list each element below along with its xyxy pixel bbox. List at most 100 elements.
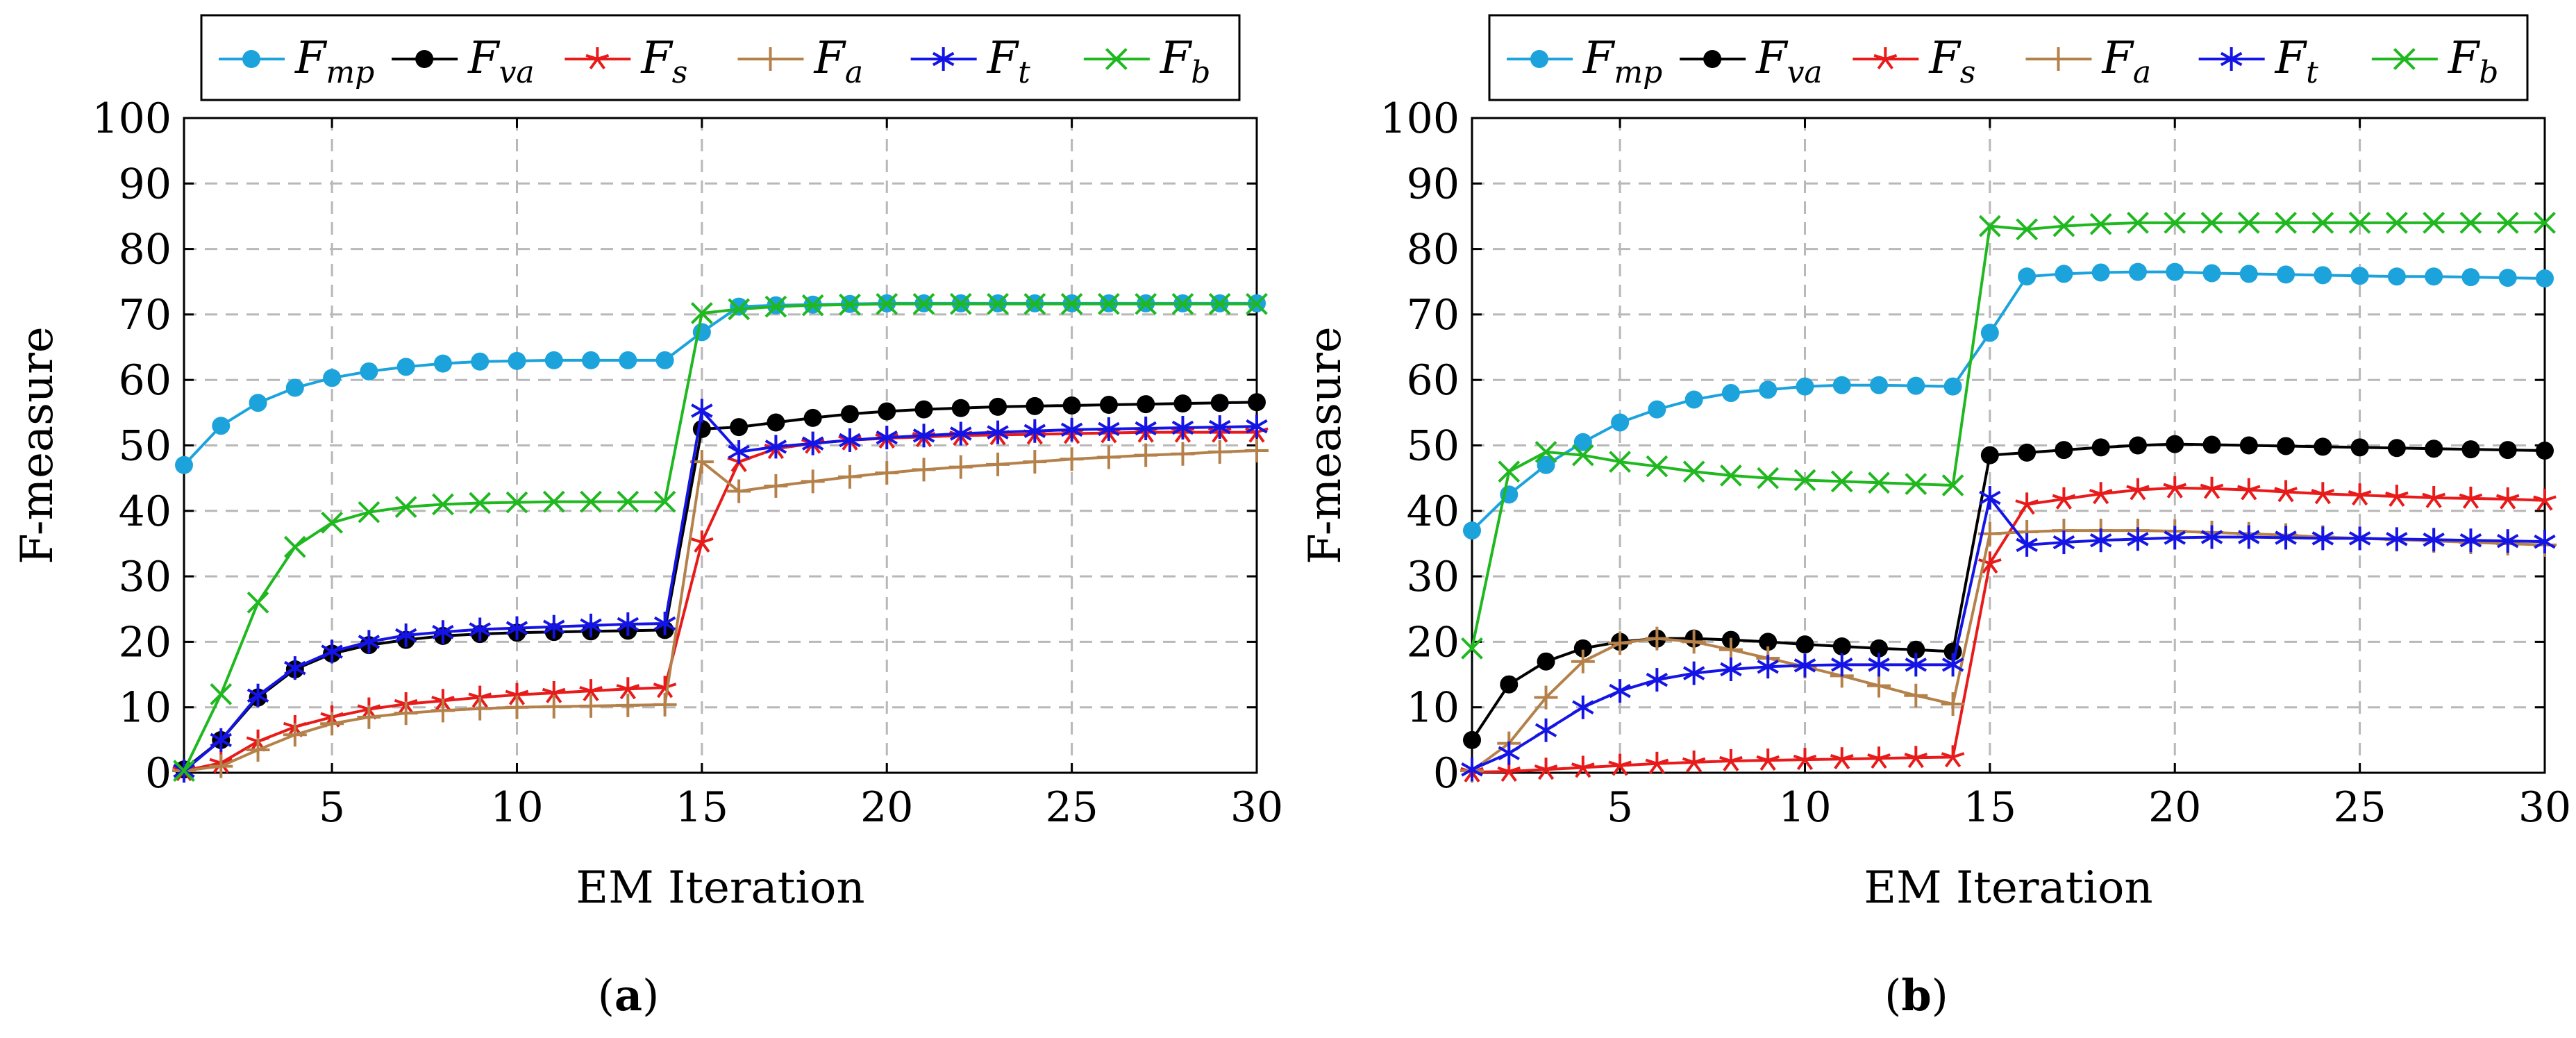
data-point xyxy=(2385,485,2409,507)
data-point xyxy=(1573,639,1592,658)
data-point xyxy=(2091,438,2110,457)
data-point xyxy=(508,351,526,370)
data-point xyxy=(1646,668,1668,692)
data-point xyxy=(1759,380,1778,399)
data-point xyxy=(2311,482,2335,505)
data-point xyxy=(1682,750,1706,773)
data-point xyxy=(616,693,640,717)
data-point xyxy=(320,712,344,736)
data-point xyxy=(912,424,935,448)
x-tick-label: 20 xyxy=(2148,783,2201,832)
data-point xyxy=(2498,441,2517,460)
data-point xyxy=(2200,525,2223,549)
data-point xyxy=(2461,440,2480,459)
data-point xyxy=(469,617,491,642)
series-Ft xyxy=(173,399,1268,783)
series-Ft xyxy=(1461,485,2556,782)
data-point xyxy=(1720,658,1742,682)
data-point xyxy=(394,701,418,726)
data-point xyxy=(580,490,602,513)
grid xyxy=(184,118,1257,773)
data-point xyxy=(619,351,637,369)
data-point xyxy=(2237,478,2261,501)
data-point xyxy=(2089,212,2112,235)
data-point xyxy=(1461,757,1483,782)
axis-ticks: 0 10 20 30 40 50 60 70 80 90 100 5 10 15 20 25 30 xyxy=(92,94,1283,832)
data-point xyxy=(690,302,713,324)
y-axis-title: F-measure xyxy=(1300,326,1351,564)
data-point xyxy=(2018,267,2036,286)
data-point xyxy=(730,297,748,316)
data-point xyxy=(2275,526,2297,550)
legend-marker xyxy=(585,47,610,69)
data-point xyxy=(469,492,492,514)
data-point xyxy=(803,408,822,427)
data-point xyxy=(691,399,713,423)
data-point xyxy=(1684,390,1703,409)
plot-frame xyxy=(1471,117,2546,774)
data-point xyxy=(2425,440,2443,458)
x-axis-title: EM Iteration xyxy=(576,862,864,914)
legend-marker xyxy=(1873,47,1898,69)
data-point xyxy=(2496,212,2519,234)
data-point xyxy=(617,490,639,513)
data-point xyxy=(2164,212,2186,234)
data-point xyxy=(2459,528,2482,553)
series-Fs xyxy=(172,420,1269,782)
data-point xyxy=(1611,413,1630,432)
data-point xyxy=(1907,640,1925,659)
data-point xyxy=(212,417,231,435)
data-point xyxy=(1830,470,1853,493)
series-Fva xyxy=(1463,435,2554,749)
series-line xyxy=(183,302,1257,772)
x-tick-label: 15 xyxy=(676,783,728,832)
data-point xyxy=(1135,416,1157,440)
data-point xyxy=(505,491,528,514)
data-point xyxy=(1868,653,1890,677)
data-point xyxy=(2166,435,2184,453)
data-point xyxy=(246,591,269,614)
data-point xyxy=(767,413,785,432)
y-tick-label: 90 xyxy=(119,160,172,208)
data-point xyxy=(1060,417,1083,442)
data-point xyxy=(1135,292,1157,315)
data-point xyxy=(1060,292,1083,315)
data-point xyxy=(468,696,492,721)
data-point xyxy=(617,612,639,636)
data-point xyxy=(1868,471,1890,494)
data-point xyxy=(2386,212,2408,234)
data-point xyxy=(2128,436,2147,455)
data-point xyxy=(912,292,935,315)
y-tick-label: 50 xyxy=(119,422,172,471)
data-point xyxy=(249,394,267,412)
data-point xyxy=(1796,377,1814,396)
y-tick-label: 90 xyxy=(1407,160,1460,208)
x-tick-label: 5 xyxy=(1607,783,1633,832)
data-point xyxy=(1023,292,1046,315)
data-point xyxy=(2202,264,2221,283)
data-point xyxy=(2127,212,2149,234)
legend-marker xyxy=(415,50,434,68)
data-point xyxy=(949,292,972,315)
data-point xyxy=(2350,438,2369,457)
data-point xyxy=(1461,637,1483,660)
data-point xyxy=(1246,415,1268,439)
data-point xyxy=(1682,460,1705,483)
data-point xyxy=(764,474,788,498)
data-point xyxy=(2055,441,2073,460)
data-point xyxy=(1609,679,1631,703)
data-point xyxy=(2239,436,2258,455)
data-point xyxy=(1870,376,1889,394)
y-tick-label: 0 xyxy=(1433,749,1460,798)
data-point xyxy=(1248,393,1266,412)
data-point xyxy=(730,418,748,437)
series-Fmp xyxy=(175,294,1266,474)
data-point xyxy=(1571,444,1594,467)
data-point xyxy=(2091,263,2110,282)
data-point xyxy=(1941,653,1964,677)
data-point xyxy=(2459,212,2482,234)
data-point xyxy=(2238,525,2260,549)
y-tick-label: 40 xyxy=(119,487,172,536)
data-point xyxy=(321,511,343,534)
data-point xyxy=(1608,631,1632,655)
